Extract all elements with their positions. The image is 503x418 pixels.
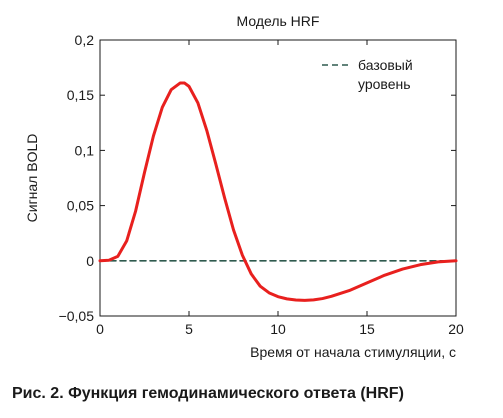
chart-title: Модель HRF xyxy=(237,13,320,29)
hrf-curve xyxy=(98,81,458,302)
legend-label-line-1: базовый xyxy=(358,57,413,73)
y-tick-label: 0,2 xyxy=(75,32,95,48)
x-axis-label: Время от начала стимуляции, с xyxy=(250,344,456,360)
x-tick-label: 15 xyxy=(359,321,375,337)
y-tick-label: 0,05 xyxy=(67,198,94,214)
x-tick-label: 0 xyxy=(96,321,104,337)
y-axis-label: Сигнал BOLD xyxy=(24,134,40,223)
legend-label-line-2: уровень xyxy=(358,76,411,92)
y-tick-label: −0,05 xyxy=(59,308,95,324)
x-tick-label: 20 xyxy=(448,321,464,337)
legend: базовый уровень xyxy=(322,57,413,92)
figure-panel: 0 5 10 15 20 −0,05 0 0,05 0,1 0,15 0,2 базовый уро… xyxy=(24,13,464,360)
y-tick-label: 0 xyxy=(86,253,94,269)
series-layer xyxy=(98,81,458,302)
y-tick-label: 0,15 xyxy=(67,87,94,103)
figure-caption: Рис. 2. Функция гемодинамического ответа… xyxy=(12,385,404,402)
x-tick-label: 5 xyxy=(185,321,193,337)
y-tick-label: 0,1 xyxy=(75,142,95,158)
x-tick-label: 10 xyxy=(270,321,286,337)
